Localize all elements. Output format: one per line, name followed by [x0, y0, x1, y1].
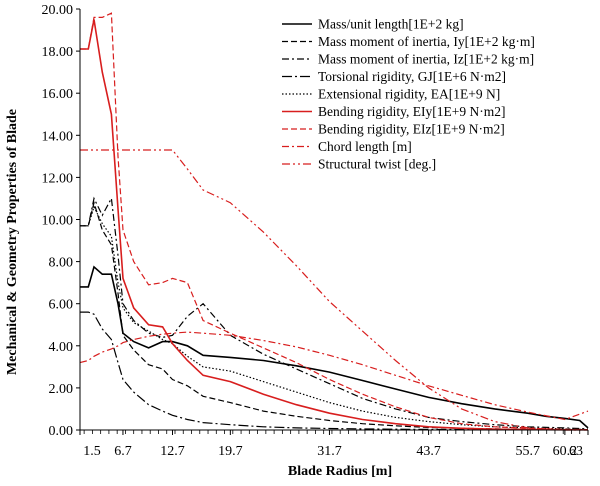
series-line-3: [80, 196, 589, 430]
x-tick-label: 60.2: [553, 444, 578, 459]
legend-label-8: Chord length [m]: [318, 139, 412, 154]
legend-label-1: Mass/unit length[1E+2 kg]: [318, 17, 464, 32]
x-tick-label: 43.7: [416, 444, 441, 459]
y-tick-label: 0.00: [49, 424, 74, 439]
legend-label-6: Bending rigidity, EIy[1E+9 N·m2]: [318, 104, 505, 119]
series-line-5: [80, 205, 589, 431]
y-tick-label: 10.00: [42, 214, 74, 229]
series-line-8: [79, 331, 589, 421]
legend-label-5: Extensional rigidity, EA[1E+9 N]: [318, 87, 500, 102]
x-tick-label: 31.7: [317, 444, 342, 459]
x-tick-label: 63: [569, 444, 583, 459]
series-line-6: [80, 19, 588, 431]
y-tick-label: 2.00: [49, 382, 74, 397]
legend-label-7: Bending rigidity, EIz[1E+9 N·m2]: [318, 122, 505, 137]
x-axis-title: Blade Radius [m]: [288, 464, 392, 479]
y-tick-label: 8.00: [49, 256, 74, 271]
series-layer: [79, 12, 589, 431]
y-tick-label: 16.00: [42, 87, 74, 102]
series-line-7: [80, 12, 589, 431]
y-tick-labels: 0.00 2.00 4.00 6.00 8.00 10.00 12.00 14.00 16.00…: [42, 3, 80, 439]
legend-label-2: Mass moment of inertia, Iy[1E+2 kg·m]: [318, 34, 535, 49]
y-tick-label: 4.00: [49, 340, 74, 355]
y-tick-label: 12.00: [42, 171, 74, 186]
x-tick-label: 1.5: [83, 444, 101, 459]
x-tick-labels: 1.5 6.7 12.7 19.7 31.7 43.7 55.7 60.263: [79, 430, 589, 459]
y-axis-title: Mechanical & Geometry Properties of Blad…: [5, 109, 20, 375]
x-tick-label: 55.7: [515, 444, 540, 459]
legend-label-3: Mass moment of inertia, Iz[1E+2 kg·m]: [318, 52, 534, 67]
legend: Mass/unit length[1E+2 kg] Mass moment of …: [282, 17, 535, 172]
legend-label-9: Structural twist [deg.]: [318, 157, 436, 172]
x-tick-label: 12.7: [160, 444, 185, 459]
y-tick-label: 14.00: [42, 129, 74, 144]
x-tick-label: 6.7: [114, 444, 132, 459]
series-line-9: [80, 149, 588, 431]
series-line-1: [80, 265, 589, 429]
y-tick-label: 6.00: [49, 298, 74, 313]
legend-label-4: Torsional rigidity, GJ[1E+6 N·m2]: [318, 69, 506, 84]
x-tick-label: 19.7: [218, 444, 243, 459]
y-tick-label: 20.00: [42, 3, 74, 18]
y-tick-label: 18.00: [42, 45, 74, 60]
